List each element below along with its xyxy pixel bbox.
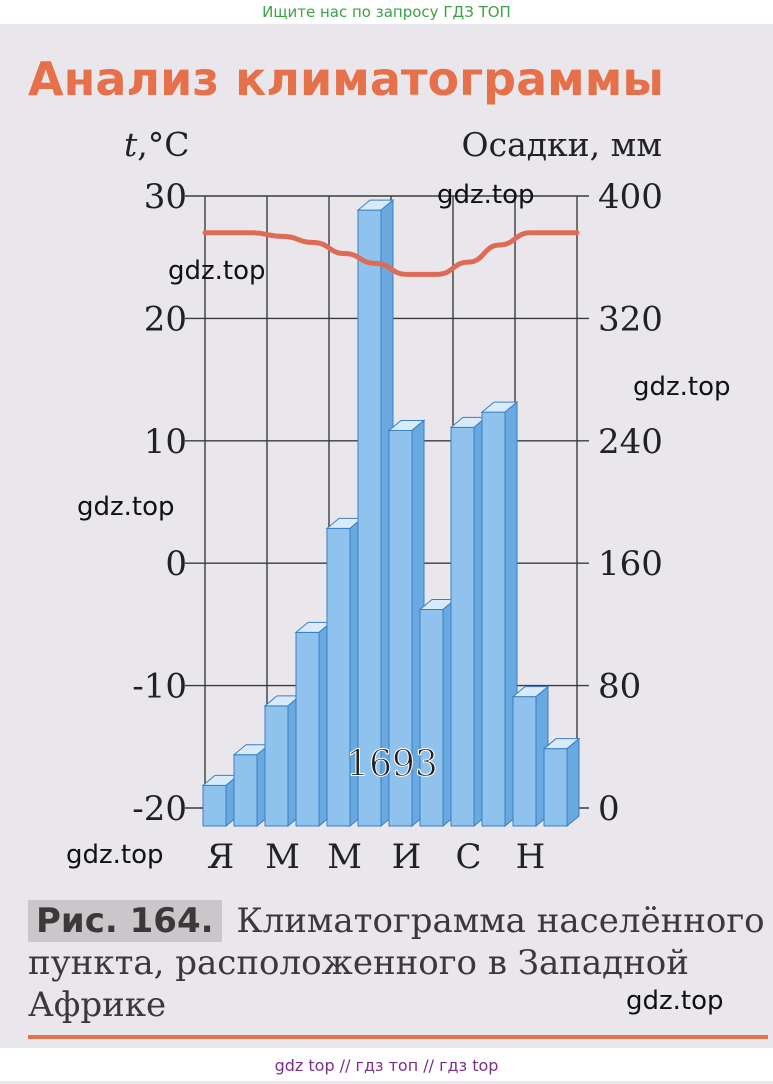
month-label: Н [516, 837, 546, 877]
month-label: С [455, 837, 481, 877]
precipitation-bar [542, 737, 581, 828]
precipitation-axis-label: Осадки, мм [462, 125, 662, 164]
top-banner: Ищите нас по запросу ГДЗ ТОП [0, 0, 773, 24]
precipitation-tick-label: 160 [598, 544, 663, 584]
precipitation-ticks: 400 320 240 160 80 0 [598, 177, 663, 829]
bar-face [264, 705, 289, 827]
temperature-axis-unit: ,°C [137, 125, 189, 164]
figure-number: Рис. 164. [28, 900, 222, 942]
bar-face [202, 784, 227, 827]
bar-side [566, 737, 580, 828]
precipitation-bar [449, 416, 488, 828]
precipitation-tick-label: 400 [598, 177, 663, 217]
bottom-divider [28, 1035, 768, 1039]
bar-face [450, 426, 475, 827]
precipitation-tick-label: 240 [598, 422, 663, 462]
precipitation-bars [201, 199, 581, 828]
temperature-tick-label: -20 [132, 789, 187, 829]
precipitation-tick-label: 320 [598, 299, 663, 339]
watermark: gdz.top [633, 372, 731, 402]
temperature-tick-label: -10 [132, 667, 187, 707]
month-label: Я [207, 837, 234, 877]
precipitation-bar [201, 774, 240, 828]
temperature-tick-label: 10 [144, 422, 187, 462]
precipitation-bar [294, 621, 333, 828]
climatogram-chart: t,°C Осадки, мм 30 20 10 0 -10 -20 400 320 240 1… [124, 125, 663, 877]
precipitation-tick-label: 80 [598, 667, 641, 707]
caption-text: Климатограмма населённого пункта, распол… [28, 901, 765, 1025]
precipitation-bar [511, 685, 550, 828]
watermark: gdz.top [437, 180, 535, 210]
figure-caption: Рис. 164. Климатограмма населённого пунк… [28, 900, 768, 1026]
temperature-tick-label: 20 [144, 299, 187, 339]
temperature-tick-label: 30 [144, 177, 187, 217]
precipitation-bar [418, 598, 457, 828]
bar-face [295, 631, 320, 827]
month-label: М [265, 837, 300, 877]
bar-face [357, 209, 382, 827]
precipitation-tick-label: 0 [598, 789, 620, 829]
temperature-tick-label: 0 [165, 544, 187, 584]
page-title: Анализ климатограммы [28, 52, 664, 106]
bar-face [419, 608, 444, 827]
precipitation-bar [356, 199, 395, 828]
watermark: gdz.top [168, 256, 266, 286]
temperature-axis-label: t,°C [124, 125, 190, 164]
bar-face [481, 411, 506, 827]
temperature-ticks: 30 20 10 0 -10 -20 [132, 177, 187, 829]
month-label: М [327, 837, 362, 877]
watermark: gdz.top [626, 986, 724, 1016]
footer: gdz top // гдз топ // гдз top [0, 1048, 773, 1081]
month-label: И [392, 837, 422, 877]
bar-face [233, 754, 258, 827]
precipitation-bar [480, 401, 519, 828]
temperature-line [202, 230, 580, 277]
watermark: gdz.top [66, 840, 164, 870]
bar-face [543, 748, 568, 827]
bar-face [512, 696, 537, 827]
watermark: gdz.top [77, 492, 175, 522]
annual-precipitation-total: 1693 [346, 744, 438, 785]
temperature-axis-label-text: t [124, 125, 138, 164]
precipitation-bar [232, 743, 271, 828]
precipitation-bar [263, 694, 302, 828]
